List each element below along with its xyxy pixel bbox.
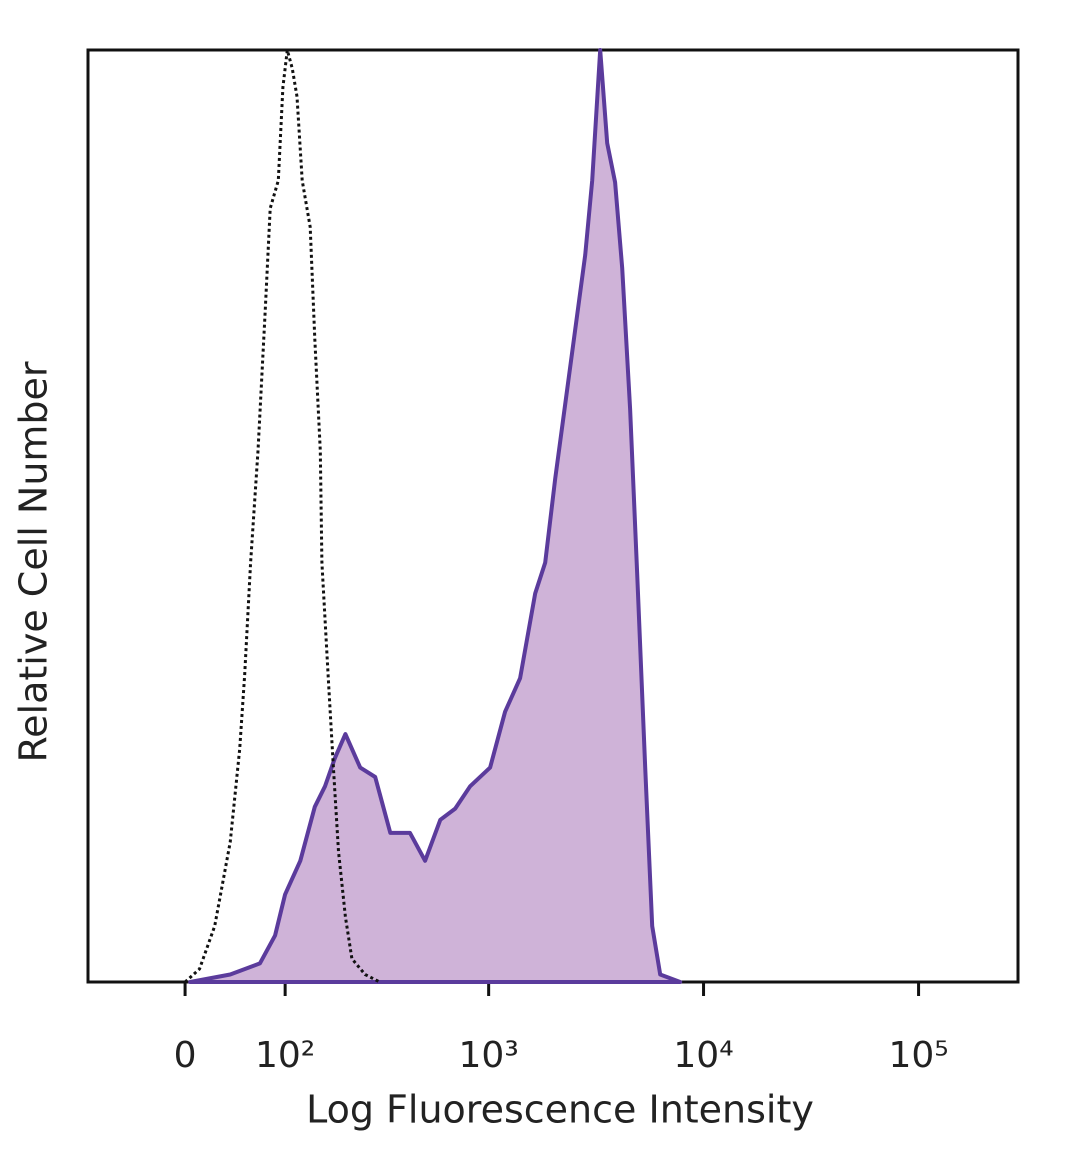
histogram-area xyxy=(188,48,683,984)
x-tick-label: 10⁴ xyxy=(673,1035,733,1076)
x-tick-label: 10² xyxy=(255,1035,315,1076)
y-axis-label: Relative Cell Number xyxy=(12,361,56,762)
x-tick-label: 10³ xyxy=(459,1035,519,1076)
x-tick-label: 10⁵ xyxy=(888,1035,948,1076)
x-tick-label: 0 xyxy=(174,1035,197,1076)
x-axis-label: Log Fluorescence Intensity xyxy=(306,1088,814,1132)
